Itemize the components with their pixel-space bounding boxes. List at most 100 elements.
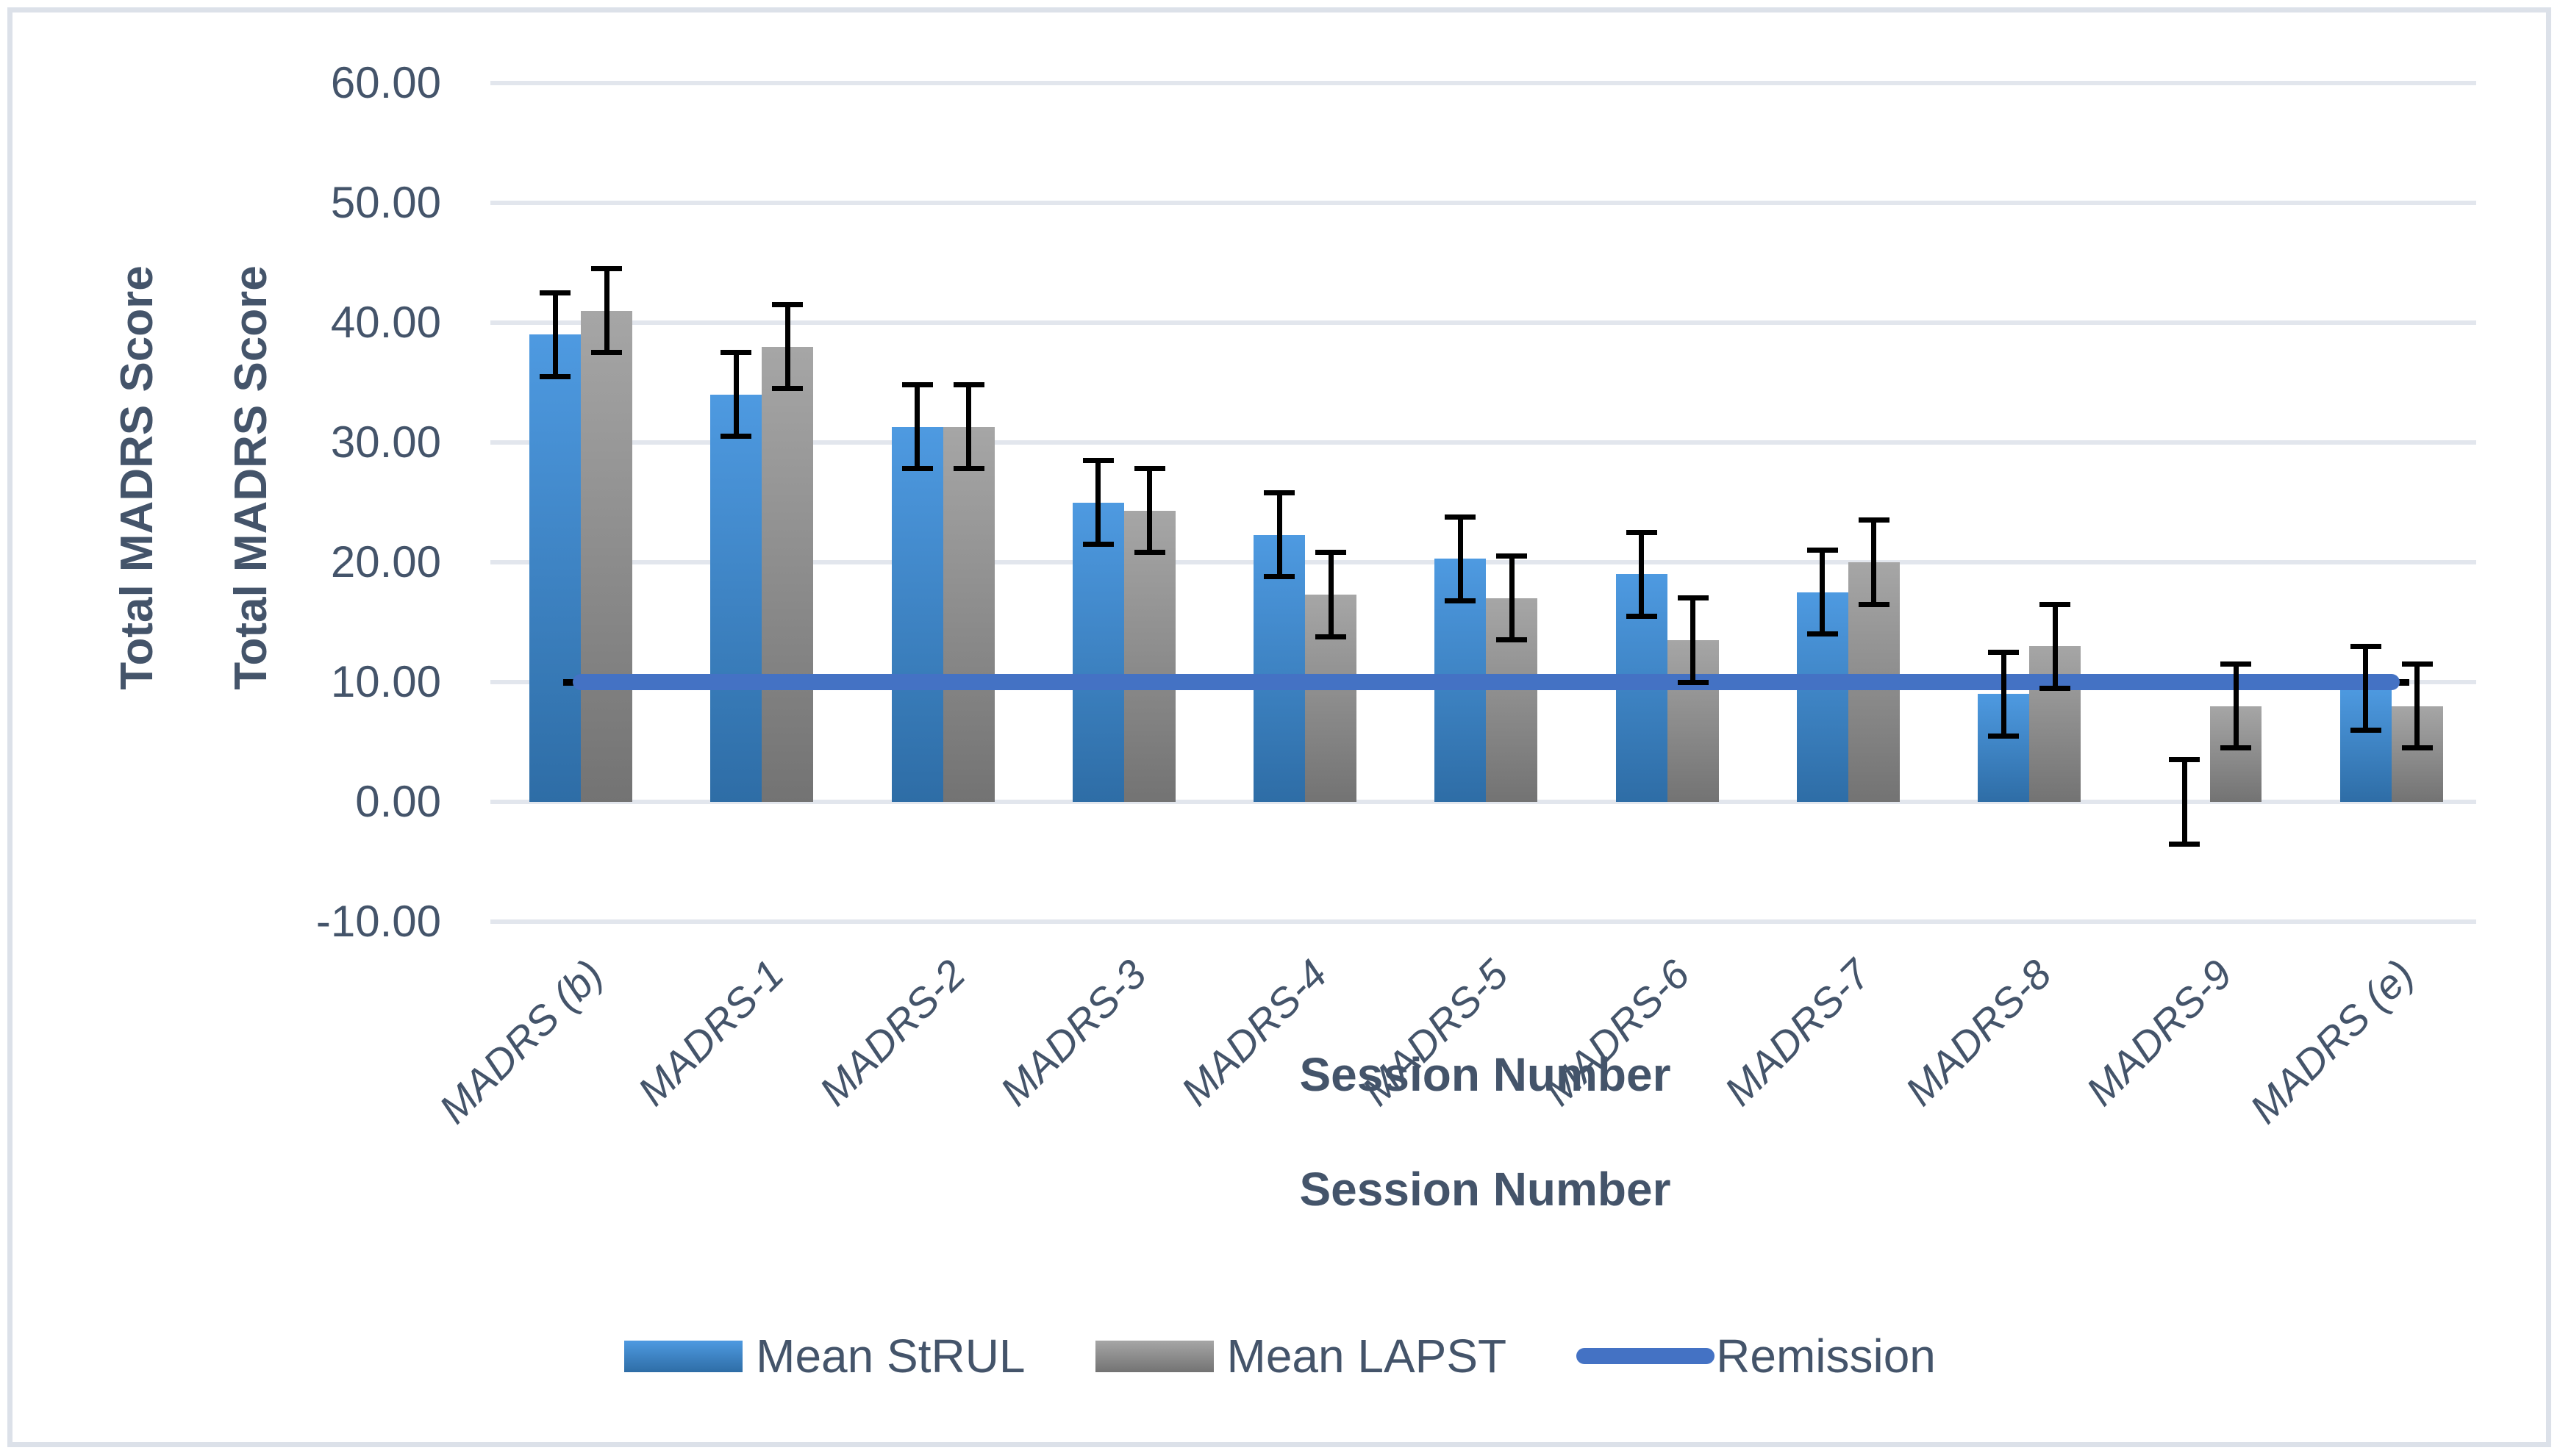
error-bar-cap-bottom [591, 350, 622, 356]
error-bar-line [2001, 652, 2006, 736]
error-bar-line [2363, 646, 2369, 731]
y-tick-label--10: -10.00 [315, 897, 441, 946]
error-bar-cap-top [591, 266, 622, 272]
bar-strul-5 [1254, 534, 1306, 802]
y-tick-label-10: 10.00 [330, 657, 441, 706]
error-bar-line [1820, 550, 1826, 634]
y-tick-label-40: 40.00 [330, 298, 441, 347]
error-bar-cap-bottom [540, 373, 571, 379]
error-bar-cap-top [1626, 529, 1657, 535]
error-bar-line [2181, 759, 2187, 844]
bar-strul-2 [710, 394, 762, 802]
error-bar-cap-bottom [2039, 685, 2071, 691]
gridline-40 [490, 320, 2476, 325]
error-bar-cap-bottom [953, 466, 984, 472]
error-bar-cap-top [1264, 489, 1295, 495]
error-bar-cap-top [772, 302, 804, 308]
error-bar-line [1095, 460, 1101, 545]
legend-item-remission: Remission [1576, 1329, 1936, 1383]
error-bar-cap-top [2220, 661, 2252, 667]
error-bar-cap-top [1806, 548, 1838, 553]
gridline-60 [490, 81, 2476, 85]
error-bar-cap-top [1677, 595, 1709, 601]
error-bar-line [2414, 664, 2420, 748]
bar-lapst-2 [762, 346, 814, 802]
error-bar-cap-bottom [1134, 550, 1165, 556]
remission-line [573, 674, 2400, 690]
error-bar-cap-top [953, 382, 984, 388]
legend: Mean StRUL Mean LAPST Remission [0, 1323, 2560, 1389]
error-bar-cap-bottom [1496, 637, 1528, 643]
y-tick-label-60: 60.00 [330, 58, 441, 107]
x-axis-title-upper: Session Number [1299, 1048, 1671, 1101]
error-bar-cap-top [1082, 457, 1114, 463]
error-bar-cap-top [2169, 757, 2200, 763]
error-bar-cap-top [1445, 514, 1476, 520]
remission-start-marker [563, 678, 579, 686]
error-bar-line [1276, 492, 1282, 577]
legend-label-mean-lapst: Mean LAPST [1226, 1330, 1507, 1383]
error-bar-line [966, 384, 972, 469]
error-bar-cap-bottom [721, 434, 752, 440]
error-bar-cap-top [2401, 661, 2433, 667]
y-tick-label-20: 20.00 [330, 537, 441, 587]
error-bar-cap-top [1315, 550, 1347, 556]
error-bar-cap-top [1496, 553, 1528, 559]
y-tick-label-50: 50.00 [330, 178, 441, 227]
y-tick-label-30: 30.00 [330, 417, 441, 467]
error-bar-line [1639, 532, 1645, 617]
gridline-50 [490, 201, 2476, 205]
gridline-30 [490, 440, 2476, 445]
error-bar-cap-bottom [772, 386, 804, 392]
y-tick-label-0: 0.00 [355, 777, 441, 826]
remission-end-marker [2392, 678, 2409, 686]
error-bar-cap-bottom [2350, 727, 2381, 733]
error-bar-line [1457, 517, 1463, 601]
error-bar-cap-bottom [2401, 745, 2433, 751]
bar-strul-1 [529, 334, 581, 802]
error-bar-line [784, 304, 790, 389]
y-axis-title-outer: Total MADRS Score [112, 265, 162, 690]
error-bar-cap-top [2039, 601, 2071, 607]
error-bar-cap-top [1858, 517, 1889, 523]
error-bar-cap-bottom [1264, 574, 1295, 580]
gridline-0 [490, 800, 2476, 804]
error-bar-line [1509, 556, 1515, 640]
error-bar-line [604, 268, 609, 353]
error-bar-line [2233, 664, 2239, 748]
error-bar-cap-top [1134, 466, 1165, 472]
bar-lapst-4 [1123, 510, 1176, 802]
error-bar-cap-bottom [1626, 613, 1657, 619]
legend-label-remission: Remission [1716, 1330, 1936, 1383]
error-bar-line [1147, 468, 1153, 553]
error-bar-cap-bottom [1445, 598, 1476, 603]
error-bar-cap-top [540, 290, 571, 295]
error-bar-cap-bottom [1858, 601, 1889, 607]
error-bar-cap-bottom [2169, 841, 2200, 847]
bar-strul-3 [891, 426, 943, 802]
error-bar-line [915, 384, 920, 469]
error-bar-line [733, 352, 739, 437]
error-bar-line [2052, 604, 2058, 689]
remission-line-swatch-icon [1576, 1348, 1715, 1364]
mean-strul-swatch-icon [624, 1340, 743, 1372]
error-bar-line [1690, 598, 1696, 682]
mean-lapst-swatch-icon [1095, 1340, 1214, 1372]
error-bar-cap-top [2350, 643, 2381, 649]
error-bar-cap-bottom [901, 466, 933, 472]
error-bar-cap-top [901, 382, 933, 388]
gridline--10 [490, 919, 2476, 924]
error-bar-cap-bottom [1315, 634, 1347, 639]
legend-item-mean-lapst: Mean LAPST [1095, 1329, 1507, 1383]
bar-lapst-3 [943, 426, 995, 802]
error-bar-cap-bottom [1082, 542, 1114, 548]
error-bar-cap-top [1988, 649, 2020, 655]
legend-label-mean-strul: Mean StRUL [756, 1330, 1026, 1383]
x-axis-title-lower: Session Number [1299, 1163, 1671, 1216]
error-bar-cap-bottom [2220, 745, 2252, 751]
y-axis-title-inner: Total MADRS Score [226, 265, 276, 690]
